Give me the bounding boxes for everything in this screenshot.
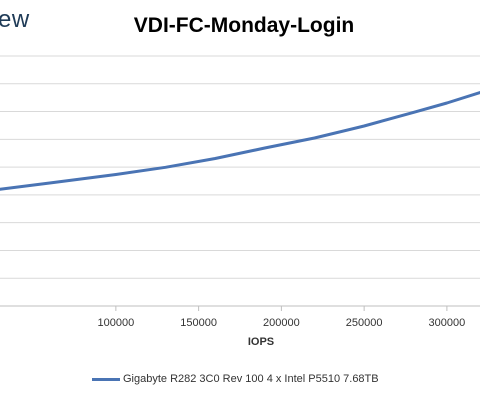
logo-fragment: ew bbox=[0, 6, 30, 33]
legend: Gigabyte R282 3C0 Rev 100 4 x Intel P551… bbox=[92, 373, 379, 385]
x-axis-label: IOPS bbox=[0, 336, 480, 348]
x-tick-label: 200000 bbox=[263, 317, 300, 329]
series-line bbox=[0, 91, 480, 191]
legend-label: Gigabyte R282 3C0 Rev 100 4 x Intel P551… bbox=[123, 373, 379, 385]
x-tick-label: 300000 bbox=[429, 317, 466, 329]
legend-swatch bbox=[92, 377, 120, 381]
chart-title: VDI-FC-Monday-Login bbox=[0, 14, 480, 38]
x-tick-label: 150000 bbox=[180, 317, 217, 329]
x-axis-label-text: IOPS bbox=[247, 336, 275, 348]
x-tick-label: 250000 bbox=[346, 317, 383, 329]
chart-title-text: VDI-FC-Monday-Login bbox=[133, 14, 355, 37]
x-tick-label: 100000 bbox=[98, 317, 135, 329]
